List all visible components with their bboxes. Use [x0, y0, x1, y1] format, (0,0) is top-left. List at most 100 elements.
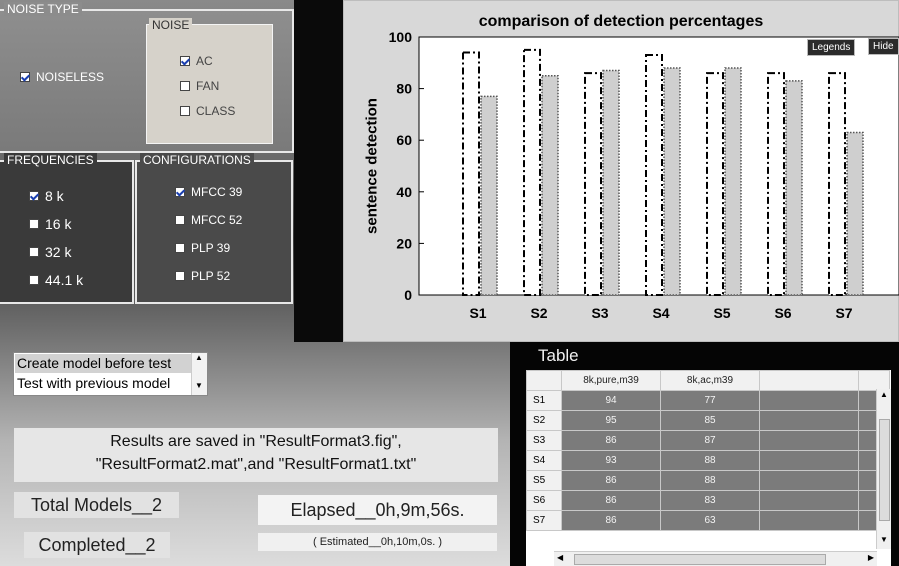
noise-class-checkbox[interactable]: CLASS — [180, 104, 235, 118]
y-tick-label: 60 — [396, 132, 412, 148]
table-cell[interactable]: 63 — [660, 510, 760, 531]
bar-series-1 — [706, 72, 724, 297]
config-mfcc52-checkbox[interactable]: MFCC 52 — [175, 213, 242, 227]
checkbox-box[interactable] — [29, 275, 39, 285]
scroll-up-icon[interactable]: ▲ — [195, 353, 203, 362]
config-plp39-checkbox[interactable]: PLP 39 — [175, 241, 230, 255]
checkbox-box[interactable] — [29, 219, 39, 229]
vertical-scrollbar[interactable]: ▲ ▼ — [876, 389, 891, 549]
noiseless-checkbox[interactable]: NOISELESS — [20, 70, 104, 84]
table-cell[interactable]: 94 — [561, 390, 661, 411]
freq-8k-checkbox[interactable]: 8 k — [29, 188, 64, 204]
freq-16k-checkbox[interactable]: 16 k — [29, 216, 71, 232]
bar-series-1 — [462, 51, 480, 297]
frequencies-title: FREQUENCIES — [4, 153, 97, 167]
table-row: S1 94 77 — [526, 390, 890, 411]
scroll-down-icon[interactable]: ▼ — [880, 535, 888, 544]
bar-series-1 — [523, 48, 541, 297]
elapsed-label: Elapsed__0h,9m,56s. — [258, 495, 497, 525]
table-cell-empty[interactable] — [759, 490, 859, 511]
table-cell[interactable]: 83 — [660, 490, 760, 511]
row-header[interactable]: S7 — [526, 510, 562, 531]
table-row: S5 86 88 — [526, 470, 890, 491]
row-header[interactable]: S6 — [526, 490, 562, 511]
table-cell[interactable]: 86 — [561, 430, 661, 451]
table-cell-empty[interactable] — [759, 450, 859, 471]
row-header[interactable]: S4 — [526, 450, 562, 471]
scroll-thumb[interactable] — [574, 554, 826, 565]
noise-fan-checkbox[interactable]: FAN — [180, 79, 219, 93]
scroll-thumb[interactable] — [879, 419, 890, 521]
config-mfcc52-label: MFCC 52 — [191, 213, 243, 227]
bar-series-1 — [645, 54, 663, 297]
config-plp52-checkbox[interactable]: PLP 52 — [175, 269, 230, 283]
list-item[interactable]: Create model before test — [15, 354, 192, 373]
checkbox-box[interactable] — [180, 81, 190, 91]
legends-button[interactable]: Legends — [807, 39, 856, 56]
configurations-title: CONFIGURATIONS — [140, 153, 254, 167]
table-cell[interactable]: 85 — [660, 410, 760, 431]
table-cell[interactable]: 88 — [660, 470, 760, 491]
bar-series-2 — [480, 95, 498, 296]
table-cell[interactable]: 93 — [561, 450, 661, 471]
scroll-left-icon[interactable]: ◀ — [557, 553, 564, 562]
table-cell[interactable]: 88 — [660, 450, 760, 471]
chart-title: comparison of detection percentages — [478, 13, 764, 30]
table-cell[interactable]: 77 — [660, 390, 760, 411]
listbox-scrollbar[interactable]: ▲ ▼ — [191, 353, 207, 395]
x-tick-label: S7 — [835, 305, 852, 321]
column-header-empty — [858, 370, 890, 391]
table-cell[interactable]: 86 — [561, 470, 661, 491]
data-table[interactable]: 8k,pure,m39 8k,ac,m39 S1 94 77 S2 95 85 S3 86 87… — [526, 370, 891, 566]
table-cell-empty[interactable] — [759, 390, 859, 411]
table-cell[interactable]: 86 — [561, 490, 661, 511]
checkbox-box[interactable] — [29, 247, 39, 257]
scroll-right-icon[interactable]: ▶ — [867, 553, 874, 562]
x-tick-label: S2 — [530, 305, 547, 321]
checkbox-box[interactable] — [175, 187, 185, 197]
table-row: S2 95 85 — [526, 410, 890, 431]
noise-type-panel: NOISE TYPE NOISELESS NOISE AC FAN CLASS — [0, 2, 294, 153]
table-row: S6 86 83 — [526, 490, 890, 511]
table-cell[interactable]: 86 — [561, 510, 661, 531]
checkbox-box[interactable] — [175, 215, 185, 225]
results-line-1: Results are saved in "ResultFormat3.fig"… — [110, 433, 402, 450]
table-cell[interactable]: 95 — [561, 410, 661, 431]
checkbox-box[interactable] — [175, 243, 185, 253]
row-header[interactable]: S3 — [526, 430, 562, 451]
hide-button[interactable]: Hide — [868, 38, 899, 55]
total-models-label: Total Models__2 — [14, 492, 179, 518]
table-cell-empty[interactable] — [759, 430, 859, 451]
column-header[interactable]: 8k,pure,m39 — [561, 370, 661, 391]
horizontal-scrollbar[interactable]: ◀ ▶ — [554, 551, 877, 566]
row-header[interactable]: S1 — [526, 390, 562, 411]
config-mfcc39-checkbox[interactable]: MFCC 39 — [175, 185, 242, 199]
noise-type-title: NOISE TYPE — [4, 2, 82, 16]
table-cell[interactable]: 87 — [660, 430, 760, 451]
scroll-down-icon[interactable]: ▼ — [195, 381, 203, 390]
table-cell-empty[interactable] — [759, 510, 859, 531]
checkbox-box[interactable] — [180, 106, 190, 116]
checkbox-box[interactable] — [29, 191, 39, 201]
table-cell-empty[interactable] — [759, 410, 859, 431]
list-item[interactable]: Test with previous model — [17, 375, 171, 391]
noise-class-label: CLASS — [196, 104, 236, 118]
bar-series-2 — [785, 80, 803, 296]
completed-label: Completed__2 — [24, 532, 170, 558]
checkbox-box[interactable] — [20, 72, 30, 82]
row-header[interactable]: S2 — [526, 410, 562, 431]
noise-title: NOISE — [149, 18, 193, 32]
noise-subpanel: NOISE AC FAN CLASS — [146, 18, 273, 144]
table-cell-empty[interactable] — [759, 470, 859, 491]
mode-listbox[interactable]: Create model before test Test with previ… — [13, 352, 208, 396]
freq-32k-checkbox[interactable]: 32 k — [29, 244, 71, 260]
row-header[interactable]: S5 — [526, 470, 562, 491]
checkbox-box[interactable] — [180, 56, 190, 66]
freq-44k-checkbox[interactable]: 44.1 k — [29, 272, 83, 288]
noise-ac-checkbox[interactable]: AC — [180, 54, 213, 68]
checkbox-box[interactable] — [175, 271, 185, 281]
column-header[interactable]: 8k,ac,m39 — [660, 370, 760, 391]
scroll-up-icon[interactable]: ▲ — [880, 390, 888, 399]
table-title: Table — [538, 346, 579, 365]
bar-series-1 — [828, 72, 846, 297]
